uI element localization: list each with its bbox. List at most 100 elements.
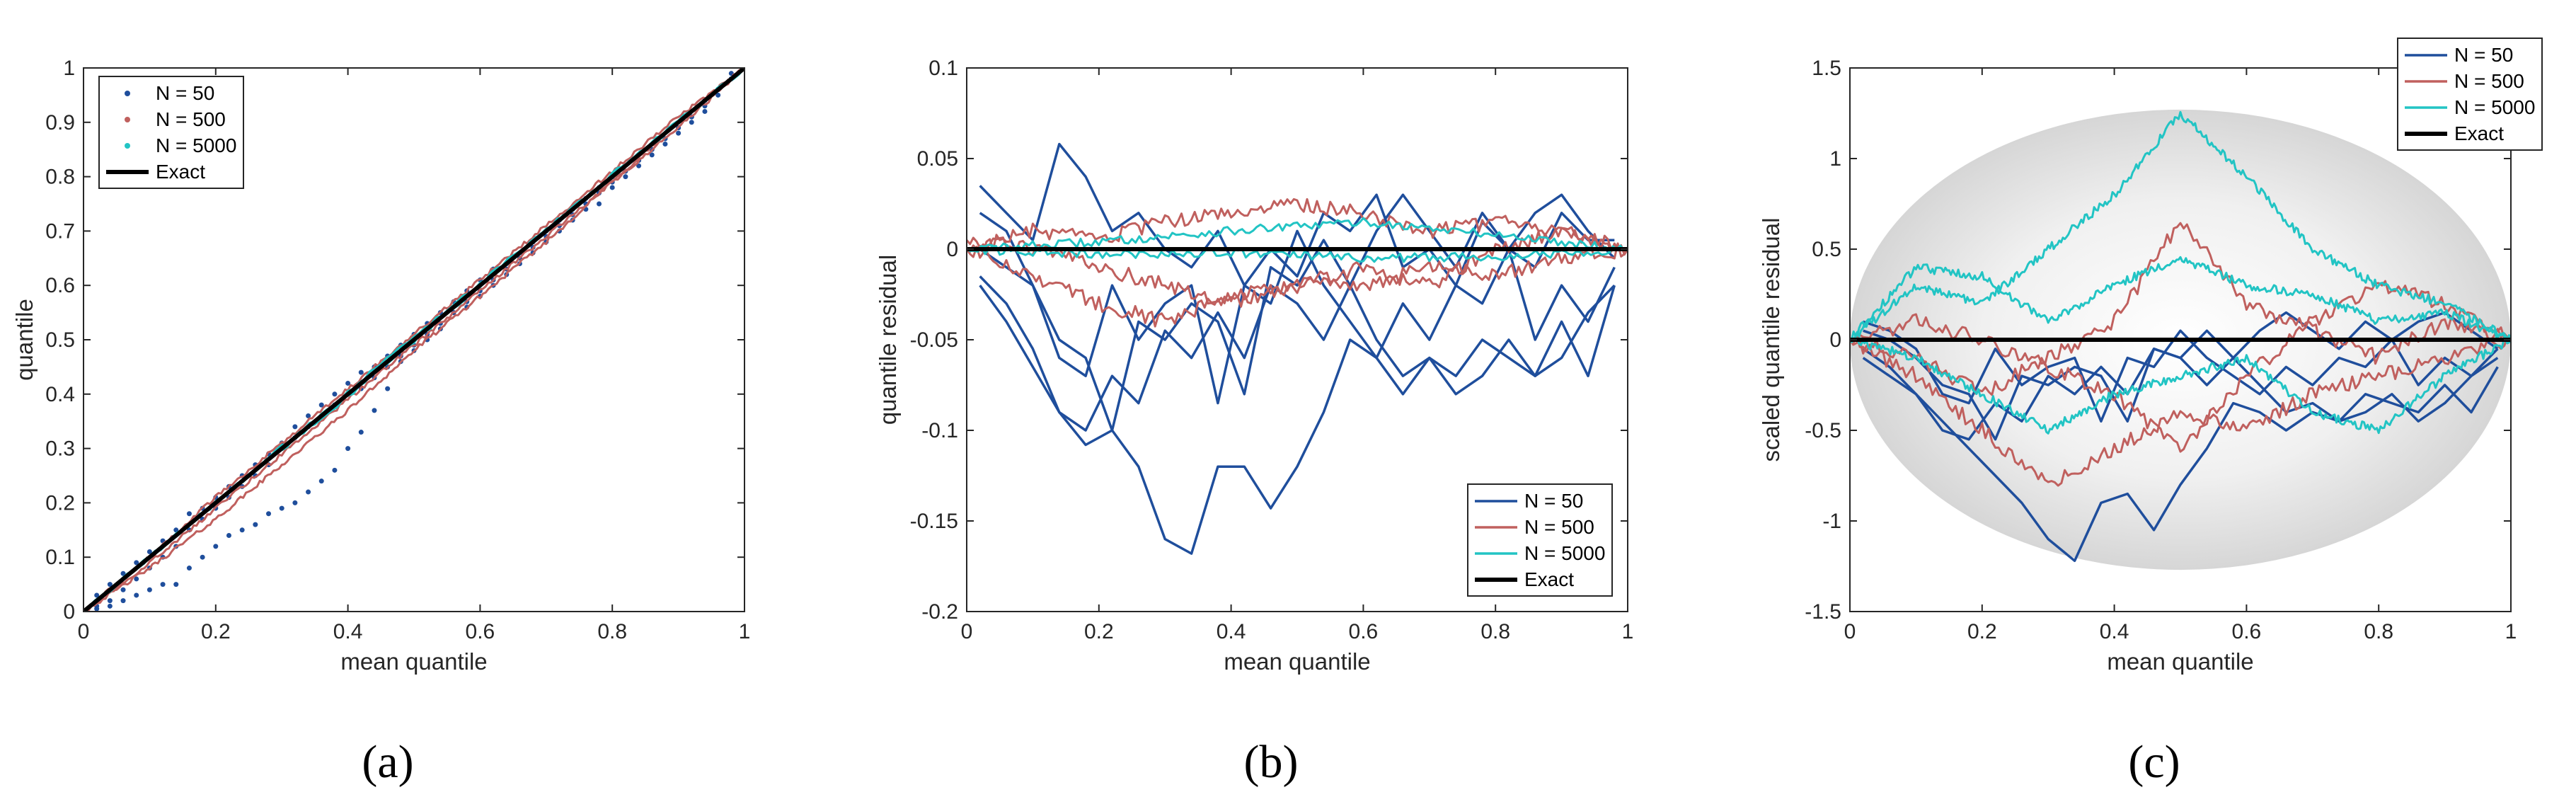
- data-point: [345, 380, 351, 386]
- y-tick-label: 0.5: [1812, 238, 1841, 261]
- panel-b: 0 0.2 0.4 0.6 0.8 1 -0.2 -0.15 -0.1 -0.05 0 0.05 0.1…: [875, 57, 1633, 788]
- y-tick-label: 0.7: [45, 219, 75, 243]
- legend-label: N = 5000: [2454, 96, 2535, 118]
- data-point: [239, 527, 245, 533]
- data-point: [146, 549, 152, 555]
- y-axis-label: scaled quantile residual: [1758, 218, 1784, 462]
- x-tick-label: 0.4: [333, 620, 363, 643]
- panel-label: (b): [1244, 736, 1299, 788]
- legend-label: N = 5000: [1524, 542, 1605, 564]
- y-tick-label: 0.6: [45, 274, 75, 297]
- y-tick-label: 1: [63, 57, 75, 80]
- series-n-50-run-2: [979, 275, 1616, 432]
- y-tick-label: 0: [1829, 328, 1841, 352]
- data-point: [186, 566, 192, 571]
- data-point: [345, 446, 351, 452]
- data-point: [213, 544, 219, 549]
- data-point: [292, 424, 298, 430]
- legend-label: N = 500: [1524, 516, 1594, 538]
- y-tick-label: -0.15: [910, 510, 958, 533]
- y-tick-label: -1: [1822, 510, 1841, 533]
- data-point: [173, 527, 179, 533]
- data-point: [94, 592, 100, 598]
- data-point: [253, 522, 258, 527]
- legend-label: Exact: [156, 161, 205, 183]
- y-tick-label: 0.1: [928, 57, 958, 80]
- y-tick-label: 0.1: [45, 546, 75, 569]
- data-point: [292, 500, 298, 505]
- legend-marker: [125, 143, 130, 149]
- data-point: [306, 413, 311, 419]
- legend-label: Exact: [2454, 122, 2504, 144]
- data-point: [134, 592, 139, 598]
- y-tick-label: 0.2: [45, 491, 75, 515]
- legend-box: [98, 76, 244, 189]
- series-n-500-run-2: [967, 242, 1628, 328]
- legend-label: N = 500: [156, 108, 226, 130]
- plot-area: [84, 68, 744, 612]
- data-point: [609, 185, 615, 190]
- panel-a: 0 0.2 0.4 0.6 0.8 1 0 0.1 0.2 0.3 0.4 0.5 0.6 0.7 0.8 0…: [11, 57, 750, 788]
- data-point: [702, 108, 708, 114]
- data-point: [318, 478, 324, 484]
- x-tick-label: 0.2: [1967, 620, 1997, 643]
- data-point: [385, 386, 391, 391]
- x-tick-label: 0: [961, 620, 973, 643]
- data-point: [358, 369, 364, 375]
- x-tick-label: 0.4: [2100, 620, 2129, 643]
- x-tick-label: 0: [1844, 620, 1856, 643]
- legend-label: N = 50: [1524, 490, 1583, 512]
- series-n-500-run-1: [1850, 336, 2511, 487]
- data-point: [134, 576, 139, 582]
- y-tick-label: 0.4: [45, 383, 75, 406]
- legend-marker: [125, 91, 130, 96]
- y-axis-label: quantile residual: [875, 255, 901, 425]
- data-point: [200, 554, 205, 560]
- x-tick-label: 0.8: [2364, 620, 2393, 643]
- panel-label: (a): [362, 736, 413, 788]
- data-point: [107, 598, 113, 604]
- data-point: [107, 603, 113, 609]
- x-tick-label: 0.8: [597, 620, 627, 643]
- data-point: [266, 511, 272, 517]
- legend-box: [1467, 483, 1613, 597]
- legend: N = 50 N = 500 N = 5000 Exact: [98, 76, 244, 189]
- x-tick-label: 0.6: [2232, 620, 2262, 643]
- data-point: [715, 92, 721, 98]
- y-tick-label: -0.1: [921, 419, 958, 442]
- legend-marker: [125, 117, 130, 122]
- series-n-500-run-3: [84, 68, 744, 612]
- data-point: [318, 402, 324, 408]
- x-tick-label: 0.4: [1217, 620, 1246, 643]
- series-n-500-run-1: [84, 68, 744, 612]
- data-point: [689, 120, 694, 125]
- y-tick-label: 0.8: [45, 166, 75, 189]
- y-tick-label: -1.5: [1805, 600, 1841, 624]
- series-n-500-run-3: [967, 197, 1628, 256]
- data-point: [358, 430, 364, 435]
- y-tick-label: 0.5: [45, 328, 75, 352]
- data-point: [226, 532, 231, 538]
- data-point: [120, 587, 126, 592]
- x-tick-label: 0.6: [466, 620, 495, 643]
- data-point: [636, 163, 642, 168]
- data-point: [676, 130, 682, 136]
- series-n-500-run-2: [1850, 222, 2511, 396]
- x-axis-label: mean quantile: [340, 648, 487, 675]
- legend-box: [2397, 38, 2543, 151]
- data-point: [332, 391, 338, 397]
- x-tick-label: 0.6: [1349, 620, 1379, 643]
- series-n-5000-run-2: [967, 245, 1628, 263]
- data-point: [173, 582, 179, 587]
- panel-c: 0 0.2 0.4 0.6 0.8 1 -1.5 -1 -0.5 0 0.5 1 1.5 mean qua…: [1758, 38, 2543, 788]
- legend-label: Exact: [1524, 568, 1574, 590]
- x-tick-label: 1: [1622, 620, 1634, 643]
- data-point: [160, 582, 166, 587]
- data-point: [134, 560, 139, 566]
- data-point: [146, 587, 152, 592]
- exact-line: [84, 68, 744, 612]
- x-tick-label: 0.2: [1084, 620, 1114, 643]
- series-n-50-run-3: [979, 285, 1616, 555]
- series-n-5000-run-3: [1850, 256, 2511, 341]
